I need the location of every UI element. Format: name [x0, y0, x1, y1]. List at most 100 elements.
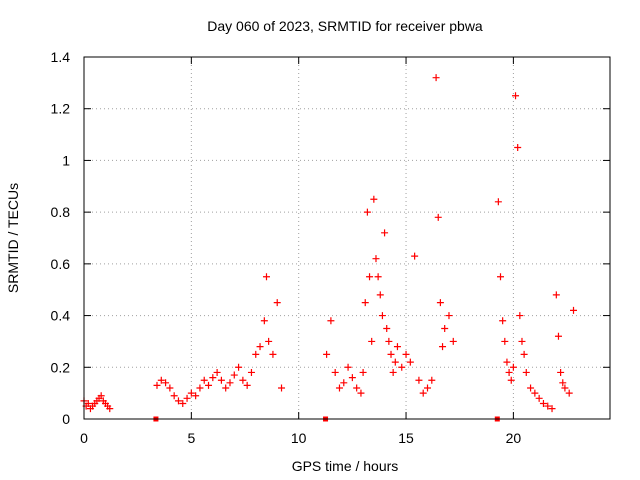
data-point	[436, 299, 444, 307]
data-segment	[153, 273, 286, 407]
x-axis-title: GPS time / hours	[292, 458, 399, 474]
data-point	[402, 350, 410, 358]
data-point	[552, 291, 560, 299]
data-point	[192, 392, 200, 400]
data-point	[213, 368, 221, 376]
x-tick-label: 15	[398, 430, 414, 446]
tick-marks	[83, 56, 610, 420]
data-point	[256, 343, 264, 351]
data-point	[361, 299, 369, 307]
data-point	[449, 337, 457, 345]
data-point	[441, 325, 449, 332]
data-point	[391, 358, 399, 366]
data-point	[372, 255, 380, 263]
x-tick-label: 5	[187, 430, 195, 446]
y-tick-label: 1.4	[51, 49, 71, 65]
x-tick-label: 20	[506, 430, 522, 446]
data-point	[278, 384, 286, 392]
data-point	[503, 358, 511, 366]
data-point	[370, 195, 378, 203]
data-point	[162, 379, 170, 387]
data-point	[518, 337, 526, 345]
data-point	[340, 379, 348, 387]
y-tick-label: 1	[62, 152, 70, 168]
data-point	[424, 384, 432, 392]
y-tick-label: 0	[62, 411, 70, 427]
data-point	[559, 379, 567, 387]
data-point	[385, 337, 393, 345]
data-segment	[80, 392, 114, 413]
data-point	[434, 213, 442, 221]
data-point	[411, 252, 419, 260]
data-point	[226, 379, 234, 387]
data-segment	[494, 92, 578, 413]
data-point	[368, 337, 376, 345]
data-point	[514, 144, 522, 151]
y-axis-title: SRMTID / TECUs	[5, 183, 21, 293]
data-point	[507, 376, 515, 384]
data-point	[497, 273, 505, 281]
data-point	[439, 343, 447, 351]
data-point	[269, 350, 277, 358]
data-point	[378, 312, 386, 320]
plot-frame	[83, 56, 611, 420]
data-point	[243, 381, 251, 389]
data-point	[419, 389, 427, 397]
data-point	[494, 198, 502, 206]
data-point	[252, 350, 260, 358]
data-point	[323, 350, 331, 358]
data-point	[153, 381, 161, 389]
data-point	[353, 384, 361, 392]
data-point	[539, 399, 547, 407]
data-point	[183, 394, 191, 402]
data-point	[97, 392, 105, 400]
data-marks	[80, 74, 578, 422]
data-point	[196, 384, 204, 392]
data-point	[527, 384, 535, 392]
data-point	[531, 389, 539, 397]
y-tick-label: 0.6	[51, 256, 71, 272]
data-segment	[323, 74, 457, 397]
y-tick-labels: 0 0.2 0.4 0.6 0.8 1 1.2 1.4	[51, 49, 71, 427]
data-point	[209, 374, 217, 382]
data-point	[398, 363, 406, 371]
data-point	[509, 363, 517, 371]
data-point	[327, 317, 335, 325]
data-point	[335, 384, 343, 392]
y-tick-label: 1.2	[51, 101, 71, 117]
data-point	[505, 368, 513, 376]
data-point	[445, 312, 453, 320]
data-point	[376, 291, 384, 299]
data-point	[222, 384, 230, 392]
x-tick-label: 10	[291, 430, 307, 446]
data-point	[166, 384, 174, 392]
data-point	[557, 368, 565, 376]
y-tick-label: 0.4	[51, 308, 71, 324]
data-point	[179, 399, 187, 407]
data-point	[200, 376, 208, 384]
data-point	[516, 312, 524, 320]
data-point	[548, 405, 556, 413]
data-point	[157, 376, 165, 384]
data-point	[331, 368, 339, 376]
data-point	[359, 368, 367, 376]
data-point	[363, 208, 371, 216]
data-point	[344, 363, 352, 371]
data-point	[561, 384, 569, 392]
data-point	[348, 374, 356, 382]
data-point	[366, 273, 374, 281]
data-point	[387, 350, 395, 358]
data-point	[187, 389, 195, 397]
data-point	[393, 343, 401, 351]
data-point	[230, 371, 238, 379]
data-point	[406, 358, 414, 366]
data-point	[522, 368, 530, 376]
data-point	[554, 332, 562, 340]
data-point	[247, 368, 255, 376]
grid-lines	[84, 57, 610, 419]
data-point	[106, 405, 114, 413]
data-point	[565, 389, 573, 397]
data-point	[415, 376, 423, 384]
data-point	[357, 389, 365, 397]
